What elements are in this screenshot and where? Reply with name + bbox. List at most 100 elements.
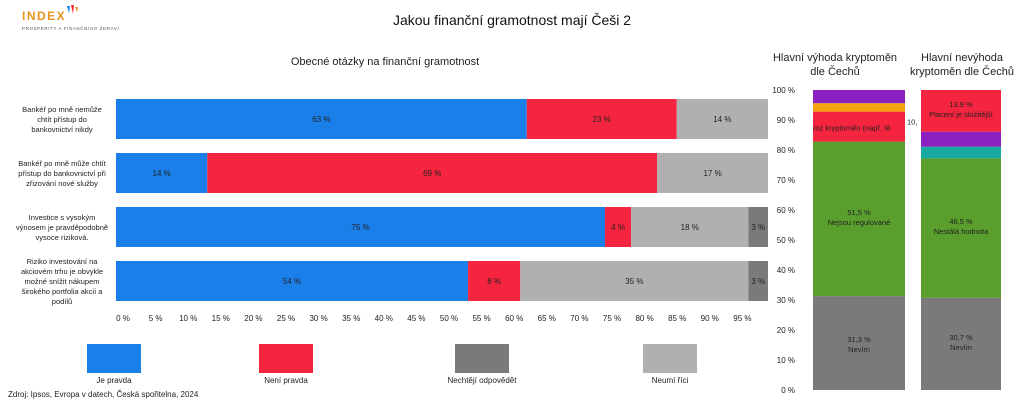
x-tick-label: 60 %: [505, 314, 523, 323]
stack-segment: [813, 90, 905, 104]
x-tick-label: 55 %: [472, 314, 490, 323]
category-label: Bankéř po mně nemůže chtít přístup do bank…: [22, 105, 102, 134]
segment-value-label: 10,: [907, 118, 917, 127]
advantage-title-line-1: Hlavní výhoda kryptoměn: [772, 52, 898, 64]
bar-segment: [116, 153, 208, 193]
bar-segment: [605, 207, 632, 247]
stack-segment: [921, 131, 1001, 147]
bar-segment: [631, 207, 749, 247]
stack-segment: [813, 296, 905, 390]
category-label-line: přístup do bankovnictví při: [18, 169, 106, 178]
segment-value-label: 13,9 %: [949, 100, 973, 109]
page-title: Jakou finanční gramotnost mají Češi 2: [392, 12, 632, 28]
segment-name-label: Provoz kryptoměn (např. tě: [800, 124, 890, 133]
y-tick-label: 80 %: [777, 146, 795, 155]
bar-segment: [526, 99, 677, 139]
y-tick-label: 60 %: [777, 206, 795, 215]
advantage-chart-title: Hlavní výhoda kryptoměn dle Čechů: [770, 51, 900, 79]
bar-data-label: 69 %: [423, 169, 441, 178]
bar-data-label: 54 %: [283, 277, 301, 286]
bar-data-label: 14 %: [153, 169, 171, 178]
segment-name-label: Placení je složitější: [929, 110, 994, 119]
x-tick-label: 45 %: [407, 314, 425, 323]
category-label-line: možné snížit nákupem: [24, 277, 99, 286]
bar-segment: [748, 261, 768, 301]
x-tick-label: 75 %: [603, 314, 621, 323]
x-tick-label: 5 %: [149, 314, 163, 323]
bar-data-label: 8 %: [487, 277, 501, 286]
legend-swatch: [455, 344, 509, 373]
y-tick-label: 100 %: [772, 86, 795, 95]
bar-data-label: 35 %: [625, 277, 643, 286]
bar-data-label: 3 %: [751, 277, 765, 286]
bar-segment: [116, 99, 527, 139]
index-logo: INDEX PROSPERITY A FINANČNÍHO ZDRAVÍ: [22, 5, 120, 31]
source-note: Zdroj: Ipsos, Evropa v datech, Česká spo…: [8, 390, 199, 399]
disadvantage-stacked-bar: 30,7 %Nevím 46,5 %Nestálá hodnota 13,9 %Pl…: [921, 90, 1001, 390]
stack-segment: [813, 111, 905, 142]
bar-segment: [520, 261, 749, 301]
category-label-line: širokého portfolia akcií a: [22, 287, 104, 296]
x-tick-label: 40 %: [375, 314, 393, 323]
logo-mark-icon: [67, 5, 78, 14]
category-label: Riziko investování na akciovém trhu je ob…: [21, 257, 103, 306]
category-label-line: akciovém trhu je obvykle: [21, 267, 103, 276]
bar-data-label: 18 %: [681, 223, 699, 232]
category-label-line: Investice s vysokým: [29, 213, 96, 222]
stack-segment: [921, 90, 1001, 132]
x-tick-label: 25 %: [277, 314, 295, 323]
logo-subtitle: PROSPERITY A FINANČNÍHO ZDRAVÍ: [22, 26, 120, 31]
bar-data-label: 4 %: [611, 223, 625, 232]
y-tick-label: 40 %: [777, 266, 795, 275]
category-label-line: chtít přístup do: [37, 115, 87, 124]
category-label-line: vysoce riziková.: [36, 233, 89, 242]
bar-segment: [116, 261, 469, 301]
category-label: Bankéř po mně může chtít přístup do banko…: [18, 159, 106, 188]
y-tick-label: 10 %: [777, 356, 795, 365]
legend-label: Je pravda: [96, 376, 132, 385]
horizontal-stacked-bar-chart: 63 % 23 % 14 % Bankéř po mně nemůže chtít př…: [16, 99, 768, 323]
category-label-line: podílů: [52, 297, 72, 306]
segment-name-label: Nevím: [848, 345, 870, 354]
x-tick-label: 0 %: [116, 314, 130, 323]
advantage-stacked-bar: 31,3 %Nevím 51,5 %Nejsou regulované Provoz…: [800, 90, 905, 390]
disadvantage-title-line-2: kryptoměn dle Čechů: [910, 66, 1014, 78]
segment-name-label: Nevím: [950, 343, 972, 352]
category-label-line: Bankéř po mně nemůže: [22, 105, 102, 114]
legend-swatch: [87, 344, 141, 373]
disadvantage-title-line-1: Hlavní nevýhoda: [921, 52, 1003, 64]
bar-data-label: 14 %: [713, 115, 731, 124]
disadvantage-chart-title: Hlavní nevýhoda kryptoměn dle Čechů: [900, 51, 1024, 79]
x-tick-label: 80 %: [635, 314, 653, 323]
legend-swatch: [259, 344, 313, 373]
x-tick-label: 70 %: [570, 314, 588, 323]
stack-segment: [921, 158, 1001, 298]
y-tick-label: 90 %: [777, 116, 795, 125]
segment-value-label: 46,5 %: [949, 217, 973, 226]
x-tick-label: 10 %: [179, 314, 197, 323]
segment-value-label: 30,7 %: [949, 333, 973, 342]
legend-label: Nechtějí odpovědět: [448, 376, 518, 385]
legend-label: Neumí říci: [652, 376, 689, 385]
legend: Je pravda Není pravda Nechtějí odpovědět Ne…: [87, 344, 697, 385]
x-tick-label: 30 %: [309, 314, 327, 323]
y-tick-label: 50 %: [777, 236, 795, 245]
left-chart-title: Obecné otázky na finanční gramotnost: [290, 56, 480, 68]
stack-segment: [921, 146, 1001, 159]
legend-label: Není pravda: [264, 376, 308, 385]
bar-segment: [468, 261, 521, 301]
x-tick-label: 15 %: [212, 314, 230, 323]
category-label-line: bankovnictví nikdy: [31, 125, 93, 134]
segment-value-label: 31,3 %: [847, 335, 871, 344]
bar-segment: [116, 207, 605, 247]
bar-segment: [748, 207, 768, 247]
bar-data-label: 63 %: [312, 115, 330, 124]
category-label: Investice s vysokým výnosem je pravděpodo…: [16, 213, 108, 242]
category-label-line: Riziko investování na: [27, 257, 99, 266]
bar-segment: [676, 99, 768, 139]
x-tick-label: 95 %: [733, 314, 751, 323]
advantage-overflow-labels: 10,: [907, 118, 917, 127]
advantage-title-line-2: dle Čechů: [810, 66, 860, 78]
bar-segment: [207, 153, 658, 193]
